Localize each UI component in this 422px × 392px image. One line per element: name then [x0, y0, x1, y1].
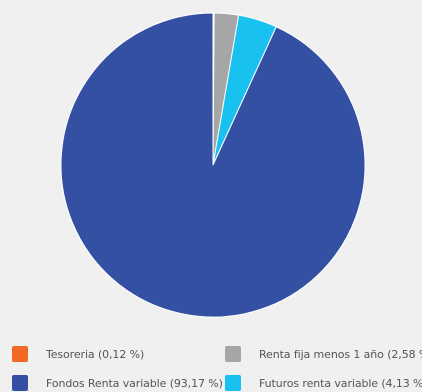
legend-item-tesoreria: Tesoreria (0,12 %)	[12, 346, 144, 362]
legend-item-fondos-renta-variable: Fondos Renta variable (93,17 %)	[12, 375, 223, 391]
pie-plot-area	[60, 12, 366, 318]
legend-label-tesoreria: Tesoreria (0,12 %)	[46, 347, 145, 361]
legend-label-futuros-renta-variable: Futuros renta variable (4,13 %)	[259, 376, 422, 390]
legend-item-futuros-renta-variable: Futuros renta variable (4,13 %)	[225, 375, 422, 391]
legend-swatch-renta-fija	[225, 346, 241, 362]
pie-slice-3	[60, 12, 366, 318]
legend-swatch-tesoreria	[12, 346, 28, 362]
legend-label-renta-fija: Renta fija menos 1 año (2,58 %)	[259, 347, 422, 361]
legend-swatch-futuros-renta-variable	[225, 375, 241, 391]
legend-label-fondos-renta-variable: Fondos Renta variable (93,17 %)	[46, 376, 223, 390]
legend-swatch-fondos-renta-variable	[12, 375, 28, 391]
legend-item-renta-fija: Renta fija menos 1 año (2,58 %)	[225, 346, 422, 362]
